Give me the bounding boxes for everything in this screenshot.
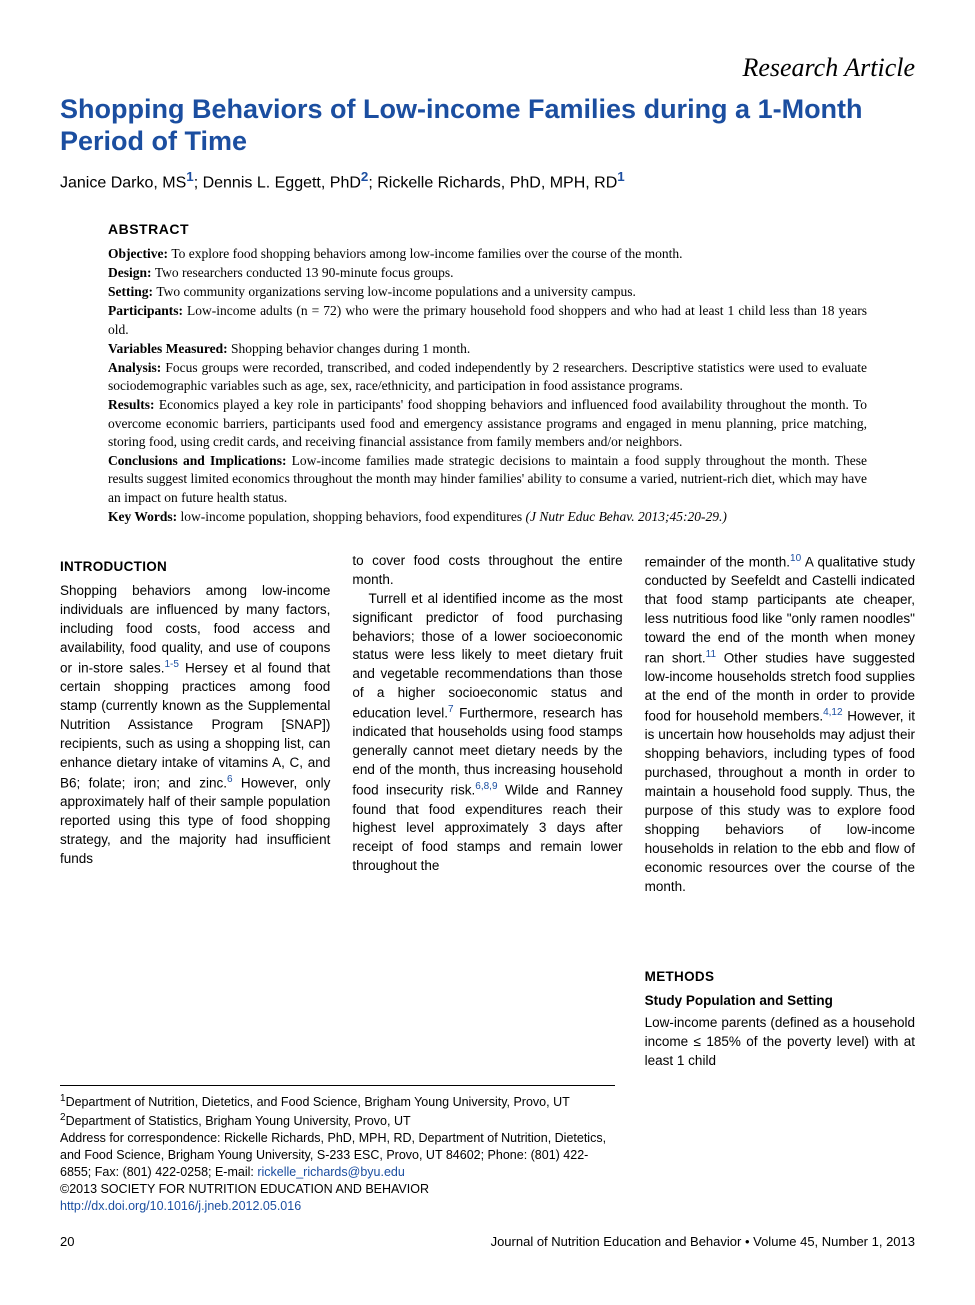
abstract-item: Participants: Low-income adults (n = 72)… xyxy=(108,302,867,338)
methods-heading: METHODS xyxy=(645,968,915,986)
page-footer: 20 Journal of Nutrition Education and Be… xyxy=(60,1233,915,1251)
intro-para-col1: Shopping behaviors among low-income indi… xyxy=(60,582,330,868)
intro-para-col2a: to cover food costs throughout the entir… xyxy=(352,552,622,590)
lower-columns: 1Department of Nutrition, Dietetics, and… xyxy=(60,1071,915,1214)
correspondence-email-link[interactable]: rickelle_richards@byu.edu xyxy=(257,1165,404,1179)
abstract-section: ABSTRACT Objective: To explore food shop… xyxy=(108,220,867,526)
abstract-item: Objective: To explore food shopping beha… xyxy=(108,245,867,263)
affil-text-1: Department of Nutrition, Dietetics, and … xyxy=(66,1095,570,1109)
article-type-label: Research Article xyxy=(60,50,915,85)
abstract-heading: ABSTRACT xyxy=(108,220,867,239)
abstract-citation: (J Nutr Educ Behav. 2013;45:20-29.) xyxy=(525,509,726,524)
abstract-item-text: Two community organizations serving low-… xyxy=(156,284,635,299)
abstract-item-label: Variables Measured: xyxy=(108,341,231,356)
abstract-item: Setting: Two community organizations ser… xyxy=(108,283,867,301)
keywords-line: Key Words: low-income population, shoppi… xyxy=(108,508,867,526)
keywords-label: Key Words: xyxy=(108,509,177,524)
keywords-text: low-income population, shopping behavior… xyxy=(181,509,523,524)
abstract-items: Objective: To explore food shopping beha… xyxy=(108,245,867,507)
abstract-item: Conclusions and Implications: Low-income… xyxy=(108,452,867,507)
author-list: Janice Darko, MS1; Dennis L. Eggett, PhD… xyxy=(60,168,915,194)
abstract-item-text: To explore food shopping behaviors among… xyxy=(171,246,682,261)
intro-para-col3: remainder of the month.10 A qualitative … xyxy=(645,552,915,897)
methods-subheading: Study Population and Setting xyxy=(645,992,915,1010)
abstract-item: Results: Economics played a key role in … xyxy=(108,396,867,451)
abstract-item-text: Focus groups were recorded, transcribed,… xyxy=(108,360,867,393)
abstract-item-label: Analysis: xyxy=(108,360,165,375)
intro-para-col2b: Turrell et al identified income as the m… xyxy=(352,590,622,876)
abstract-item-label: Participants: xyxy=(108,303,187,318)
correspondence-line: Address for correspondence: Rickelle Ric… xyxy=(60,1130,615,1181)
abstract-item-label: Objective: xyxy=(108,246,171,261)
affil-line-2: 2Department of Statistics, Brigham Young… xyxy=(60,1111,615,1130)
lower-right-spacer xyxy=(637,1071,915,1214)
abstract-item: Variables Measured: Shopping behavior ch… xyxy=(108,340,867,358)
doi-link[interactable]: http://dx.doi.org/10.1016/j.jneb.2012.05… xyxy=(60,1199,301,1213)
journal-footer-line: Journal of Nutrition Education and Behav… xyxy=(491,1233,915,1251)
column-3: remainder of the month.10 A qualitative … xyxy=(645,552,915,1071)
abstract-item: Analysis: Focus groups were recorded, tr… xyxy=(108,359,867,395)
copyright-line: ©2013 SOCIETY FOR NUTRITION EDUCATION AN… xyxy=(60,1181,615,1198)
page-number: 20 xyxy=(60,1233,74,1251)
abstract-item-label: Setting: xyxy=(108,284,156,299)
abstract-item-text: Low-income adults (n = 72) who were the … xyxy=(108,303,867,336)
introduction-heading: INTRODUCTION xyxy=(60,558,330,576)
column-1: INTRODUCTION Shopping behaviors among lo… xyxy=(60,552,330,1071)
abstract-item-label: Results: xyxy=(108,397,159,412)
methods-para: Low-income parents (defined as a househo… xyxy=(645,1014,915,1071)
abstract-item: Design: Two researchers conducted 13 90-… xyxy=(108,264,867,282)
abstract-item-text: Shopping behavior changes during 1 month… xyxy=(231,341,470,356)
abstract-item-label: Design: xyxy=(108,265,155,280)
abstract-item-text: Two researchers conducted 13 90-minute f… xyxy=(155,265,454,280)
abstract-item-label: Conclusions and Implications: xyxy=(108,453,292,468)
affil-divider xyxy=(60,1085,615,1086)
affiliation-block-wrap: 1Department of Nutrition, Dietetics, and… xyxy=(60,1071,615,1214)
affil-text-2: Department of Statistics, Brigham Young … xyxy=(66,1114,411,1128)
affil-line-1: 1Department of Nutrition, Dietetics, and… xyxy=(60,1092,615,1111)
article-title: Shopping Behaviors of Low-income Familie… xyxy=(60,93,915,158)
column-2: to cover food costs throughout the entir… xyxy=(352,552,622,1071)
affiliation-block: 1Department of Nutrition, Dietetics, and… xyxy=(60,1092,615,1214)
body-columns: INTRODUCTION Shopping behaviors among lo… xyxy=(60,552,915,1071)
abstract-item-text: Economics played a key role in participa… xyxy=(108,397,867,448)
